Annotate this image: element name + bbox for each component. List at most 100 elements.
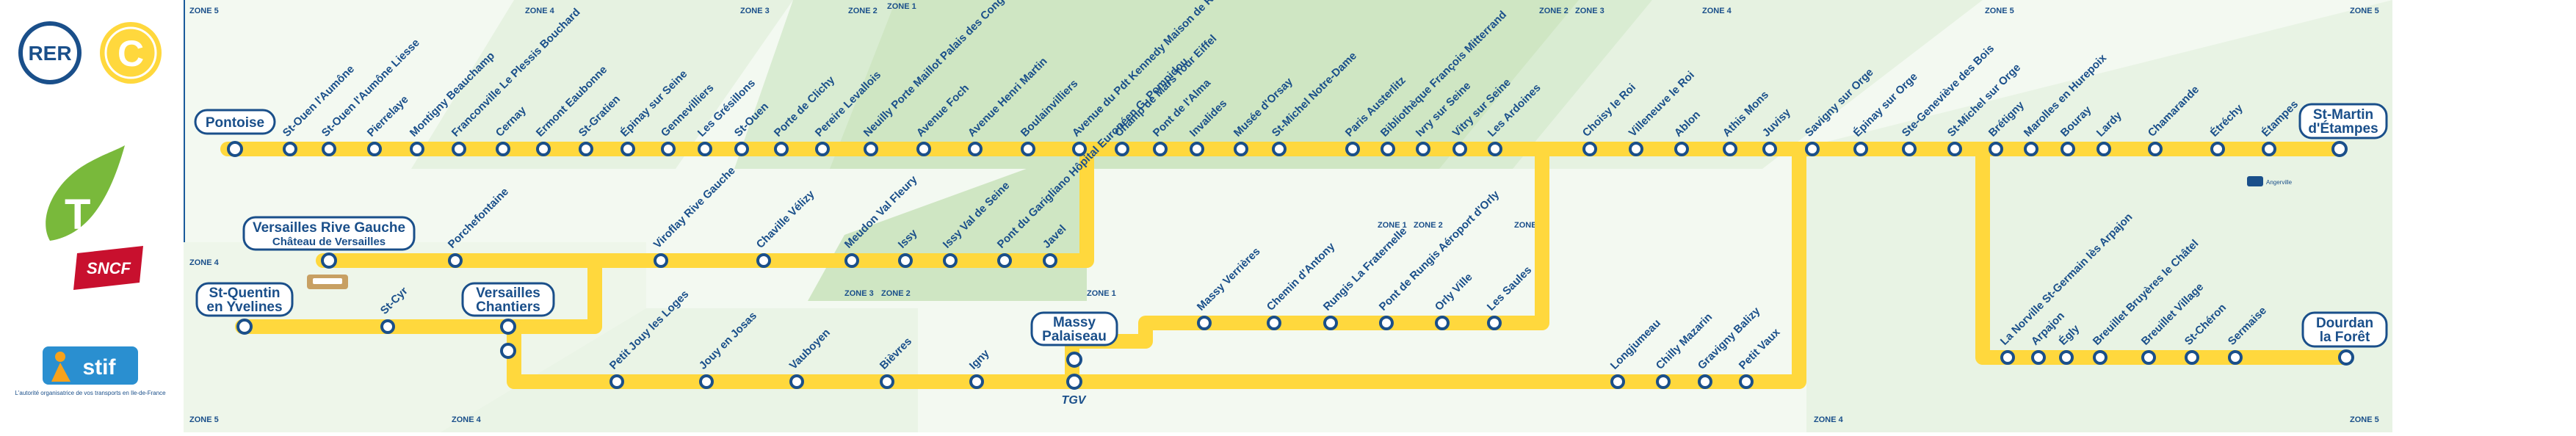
zone-label: ZONE 5	[2350, 7, 2379, 15]
station-dot	[322, 142, 336, 156]
station-dot	[2024, 142, 2038, 156]
zone-label: ZONE 5	[189, 415, 219, 424]
terminal-versailles-chantiers-sub: Chantiers	[476, 299, 540, 315]
station-dot	[2061, 142, 2075, 156]
station-dot	[1488, 142, 1502, 156]
terminal-massy: Massy	[1053, 315, 1096, 330]
station-dot	[654, 253, 668, 268]
rer-logo: RER	[18, 21, 82, 84]
terminal-dots	[227, 141, 2354, 390]
station-dot	[367, 142, 382, 156]
station-dot	[1610, 374, 1625, 389]
station-dot	[1762, 142, 1777, 156]
station-dot	[661, 142, 676, 156]
station-dot	[283, 142, 297, 156]
station-dot	[2185, 350, 2199, 365]
station-dot	[2141, 350, 2156, 365]
zone-label: ZONE 5	[2350, 415, 2379, 424]
line-c-logo: C	[100, 22, 162, 84]
terminal-st-martin-sub: d'Étampes	[2308, 120, 2378, 137]
station-dot	[1379, 316, 1394, 330]
station-dot	[844, 253, 859, 268]
station-dot	[2031, 350, 2046, 365]
station-dot	[1698, 374, 1712, 389]
station-dot	[500, 343, 516, 359]
station-dot	[609, 374, 624, 389]
station-dot	[898, 253, 913, 268]
station-dot	[1190, 142, 1204, 156]
station-dot	[536, 142, 551, 156]
zone-label: ZONE 1	[1087, 289, 1116, 298]
station-dot	[2210, 142, 2225, 156]
station-dot	[2228, 350, 2243, 365]
sncf-logo-text: SNCF	[87, 259, 131, 277]
station-dot	[789, 374, 804, 389]
zone-label: ZONE 4	[1814, 415, 1844, 424]
station-dot	[1674, 142, 1689, 156]
station-dot	[864, 142, 878, 156]
station-dot	[1629, 142, 1643, 156]
station-dot	[1115, 142, 1129, 156]
stif-tagline: L'autorité organisatrice de vos transpor…	[15, 390, 166, 396]
zone-label: ZONE 4	[525, 7, 555, 15]
sncf-train-icon	[307, 275, 348, 289]
station-dot	[1723, 142, 1737, 156]
terminal-versailles-rg-sub: Château de Versailles	[272, 236, 386, 248]
station-dot	[1153, 142, 1168, 156]
station-dot	[1345, 142, 1360, 156]
station-dot	[1272, 142, 1287, 156]
terminal-st-martin: St-Martin	[2313, 107, 2373, 123]
track-dourdan	[1975, 142, 2354, 365]
station-dot	[579, 142, 593, 156]
station-dot	[236, 319, 253, 335]
station-dot	[2262, 142, 2276, 156]
station-dot	[969, 374, 984, 389]
station-dot	[1323, 316, 1338, 330]
zone-labels: ZONE 5 ZONE 4 ZONE 3 ZONE 2 ZONE 1 ZONE …	[189, 2, 2379, 424]
station-dot	[1805, 142, 1820, 156]
transilien-leaf-icon: T	[46, 145, 125, 241]
terminal-sqy: St-Quentin	[209, 286, 280, 301]
tgv-label: TGV	[1062, 394, 1087, 407]
station-dot	[1066, 352, 1082, 368]
rer-logo-text: RER	[28, 42, 71, 65]
station-dot	[1435, 316, 1450, 330]
station-dot	[1234, 142, 1248, 156]
zone-label: ZONE 1	[1378, 221, 1407, 230]
zone-label: ZONE 2	[848, 7, 878, 15]
station-dot	[1656, 374, 1671, 389]
zone-label: ZONE 2	[1539, 7, 1569, 15]
zone-label: ZONE 3	[1575, 7, 1604, 15]
station-dot	[496, 142, 510, 156]
terminal-sqy-sub: en Yvelines	[206, 299, 282, 315]
station-dot	[1452, 142, 1467, 156]
stif-logo-text: stif	[83, 355, 117, 379]
station-dot	[500, 319, 516, 335]
track-massy	[1065, 142, 1549, 349]
zone-label: ZONE 4	[1702, 7, 1732, 15]
station-dot	[1043, 253, 1057, 268]
station-dot	[2338, 349, 2354, 366]
line-c-letter: C	[117, 33, 144, 74]
station-dot	[756, 253, 771, 268]
station-dot	[774, 142, 789, 156]
station-dot	[2096, 142, 2111, 156]
station-dot	[997, 253, 1012, 268]
station-dot	[1739, 374, 1754, 389]
station-dot	[1853, 142, 1868, 156]
station-dot	[1267, 316, 1281, 330]
zone-label: ZONE 2	[1414, 221, 1443, 230]
station-dot	[2000, 350, 2015, 365]
station-dot	[1989, 142, 2003, 156]
notes: Angerville TGV	[307, 176, 2293, 407]
station-dot	[2059, 350, 2074, 365]
station-dot	[943, 253, 958, 268]
sidebar-logos: RER C T SNCF stif L'autorité organisatri…	[15, 21, 166, 396]
station-dot	[916, 142, 931, 156]
station-dot	[1197, 316, 1212, 330]
station-dot	[227, 141, 243, 157]
station-dot	[1947, 142, 1962, 156]
station-dot	[380, 319, 395, 334]
station-dot	[448, 253, 463, 268]
